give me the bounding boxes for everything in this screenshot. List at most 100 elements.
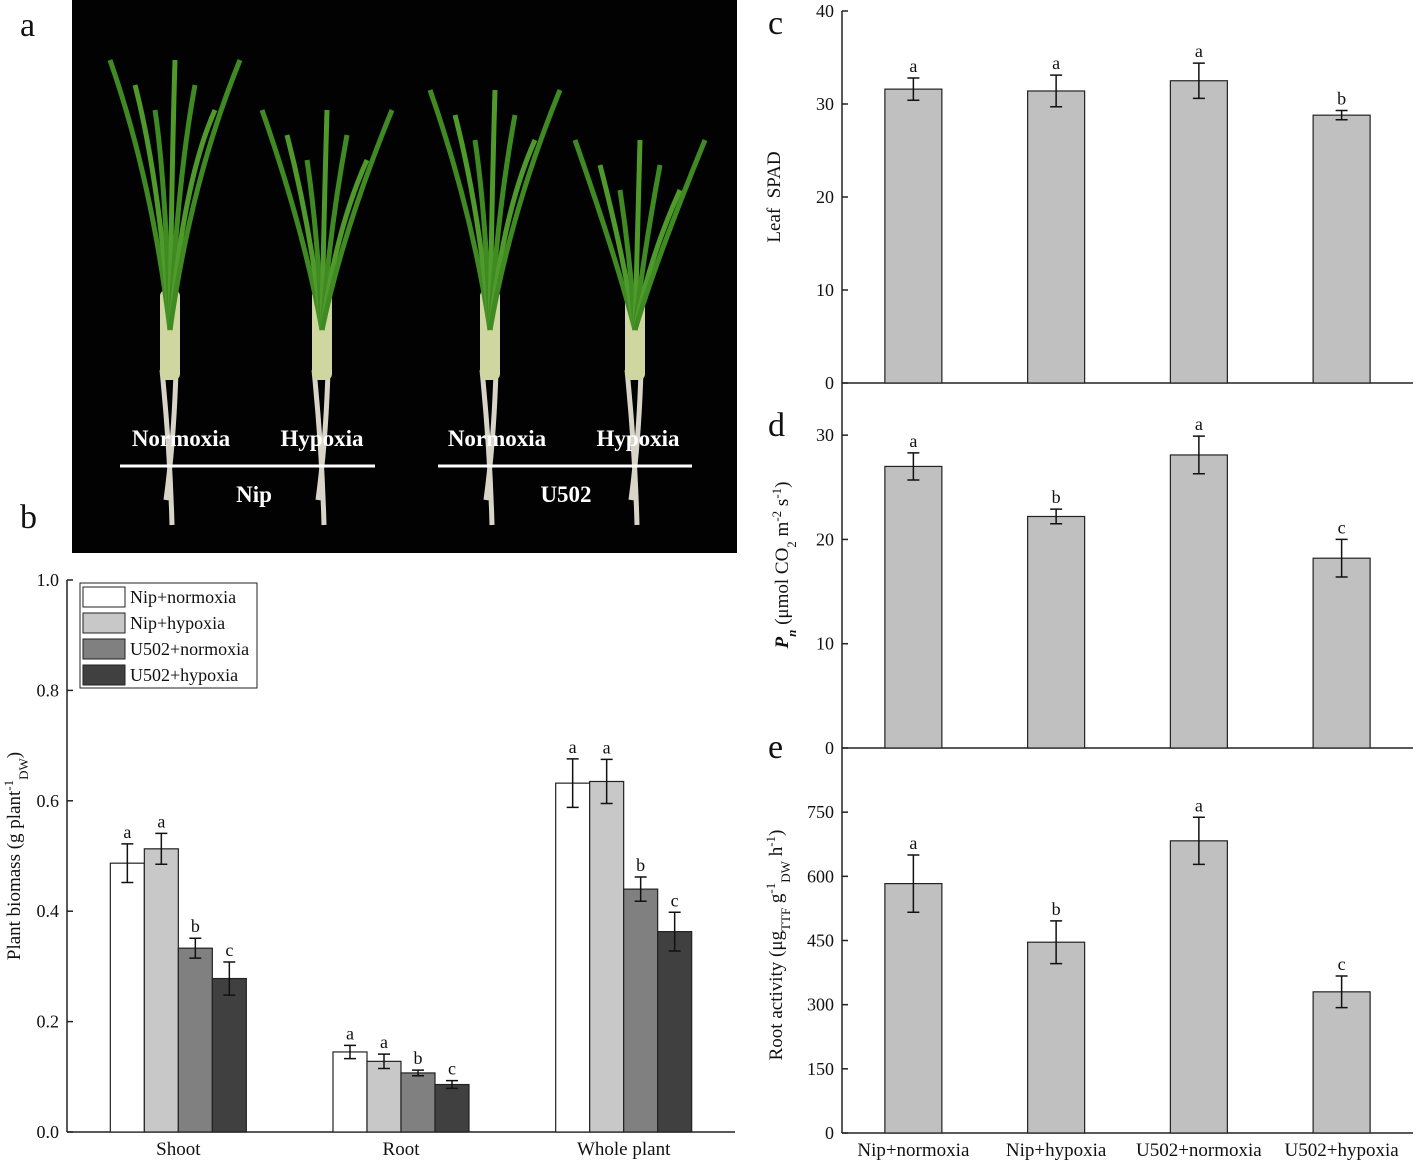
y-axis-label-part: P xyxy=(772,637,793,650)
panel-label: e xyxy=(768,729,783,766)
leaf xyxy=(487,89,563,331)
y-tick-label: 10 xyxy=(816,280,834,300)
significance-letter: b xyxy=(1337,89,1346,109)
plants xyxy=(107,59,708,526)
root xyxy=(479,369,499,526)
bar xyxy=(623,888,659,1133)
significance-letter: a xyxy=(1195,41,1203,61)
y-axis-label: Leaf SPAD xyxy=(764,151,785,242)
legend-swatch xyxy=(82,638,126,660)
condition-label: Hypoxia xyxy=(280,426,364,451)
error-bar xyxy=(1335,538,1348,578)
bar xyxy=(1312,991,1371,1134)
bar xyxy=(177,947,213,1133)
genotype-label: U502 xyxy=(540,482,591,507)
bar xyxy=(1027,941,1086,1134)
y-tick-label: 0 xyxy=(825,738,834,758)
significance-letter: b xyxy=(1052,487,1061,507)
leaf xyxy=(319,109,395,331)
y-tick-label: 30 xyxy=(816,425,834,445)
bar xyxy=(211,977,247,1133)
error-bar xyxy=(1050,508,1063,525)
significance-letter: a xyxy=(1052,53,1060,73)
y-tick-label: 20 xyxy=(816,187,834,207)
x-tick-label: Shoot xyxy=(156,1139,201,1160)
y-tick-label: 10 xyxy=(816,634,834,654)
y-tick-label: 0.0 xyxy=(37,1122,60,1142)
significance-letter: a xyxy=(346,1023,354,1043)
bar xyxy=(1169,80,1228,384)
error-bar xyxy=(907,452,920,481)
bar xyxy=(1027,515,1086,749)
y-axis-label-part: DW xyxy=(778,860,793,882)
panel-label: b xyxy=(20,499,37,536)
y-tick-label: 600 xyxy=(807,866,834,886)
condition-label: Normoxia xyxy=(448,426,547,451)
significance-letter: a xyxy=(909,431,917,451)
y-axis-label-part: Root activity (μg xyxy=(766,930,787,1060)
error-bar xyxy=(1192,435,1205,475)
significance-letter: b xyxy=(1052,899,1061,919)
genotype-label: Nip xyxy=(236,482,272,507)
root xyxy=(159,369,179,526)
y-tick-label: 750 xyxy=(807,802,834,822)
error-bar xyxy=(1050,920,1063,965)
error-bar xyxy=(155,832,168,866)
leaf xyxy=(632,139,708,331)
bar xyxy=(657,931,693,1133)
y-axis-label-part: s xyxy=(772,499,793,511)
leaf xyxy=(167,59,243,331)
y-axis-label-part: -1 xyxy=(1,780,16,791)
y-axis-label-part: -2 xyxy=(769,511,784,522)
error-bar xyxy=(634,876,647,903)
significance-letter: a xyxy=(1195,795,1203,815)
x-tick-label: U502+hypoxia xyxy=(1285,1140,1400,1161)
bar xyxy=(434,1083,470,1133)
error-bar xyxy=(907,854,920,914)
error-bar xyxy=(412,1069,424,1077)
x-tick-label: Nip+hypoxia xyxy=(1006,1140,1107,1161)
panel-label: a xyxy=(20,7,35,44)
significance-letter: a xyxy=(603,737,611,757)
error-bar xyxy=(344,1044,356,1060)
error-bar xyxy=(378,1053,390,1070)
error-bar xyxy=(566,758,579,809)
bar xyxy=(884,465,943,749)
bar xyxy=(884,883,943,1134)
error-bar xyxy=(1335,975,1348,1009)
bar xyxy=(400,1072,436,1133)
y-axis-label-part: TTF xyxy=(778,908,793,931)
significance-letter: c xyxy=(448,1059,456,1079)
y-axis-label-part: ) xyxy=(766,830,787,836)
y-axis-label-part: (μmol CO xyxy=(772,548,793,630)
bar xyxy=(1312,557,1371,749)
y-axis-label-part: ) xyxy=(4,752,25,758)
y-axis-label-part: DW xyxy=(16,757,31,779)
bar xyxy=(1169,454,1228,749)
condition-label: Hypoxia xyxy=(596,426,680,451)
bar xyxy=(1027,90,1086,384)
condition-label: Normoxia xyxy=(132,426,231,451)
error-bar xyxy=(223,961,236,996)
error-bar xyxy=(600,758,613,805)
significance-letter: a xyxy=(123,822,131,842)
legend-swatch xyxy=(82,586,126,608)
y-axis-label: Root activity (μgTTF g-1DW h-1) xyxy=(763,830,793,1061)
root xyxy=(311,369,331,526)
significance-letter: b xyxy=(414,1048,423,1068)
y-tick-label: 300 xyxy=(807,995,834,1015)
bar xyxy=(1169,840,1228,1134)
y-axis-label-part: -1 xyxy=(763,883,778,894)
significance-letter: c xyxy=(225,940,233,960)
significance-letter: c xyxy=(1338,517,1346,537)
y-tick-label: 0.6 xyxy=(37,791,60,811)
panel-label: c xyxy=(768,5,783,42)
error-bar xyxy=(668,911,681,952)
y-axis-label-part: n xyxy=(784,630,799,637)
significance-letter: c xyxy=(671,890,679,910)
significance-letter: b xyxy=(191,916,200,936)
legend-swatch xyxy=(82,664,126,686)
bar xyxy=(332,1051,368,1133)
significance-letter: a xyxy=(157,811,165,831)
